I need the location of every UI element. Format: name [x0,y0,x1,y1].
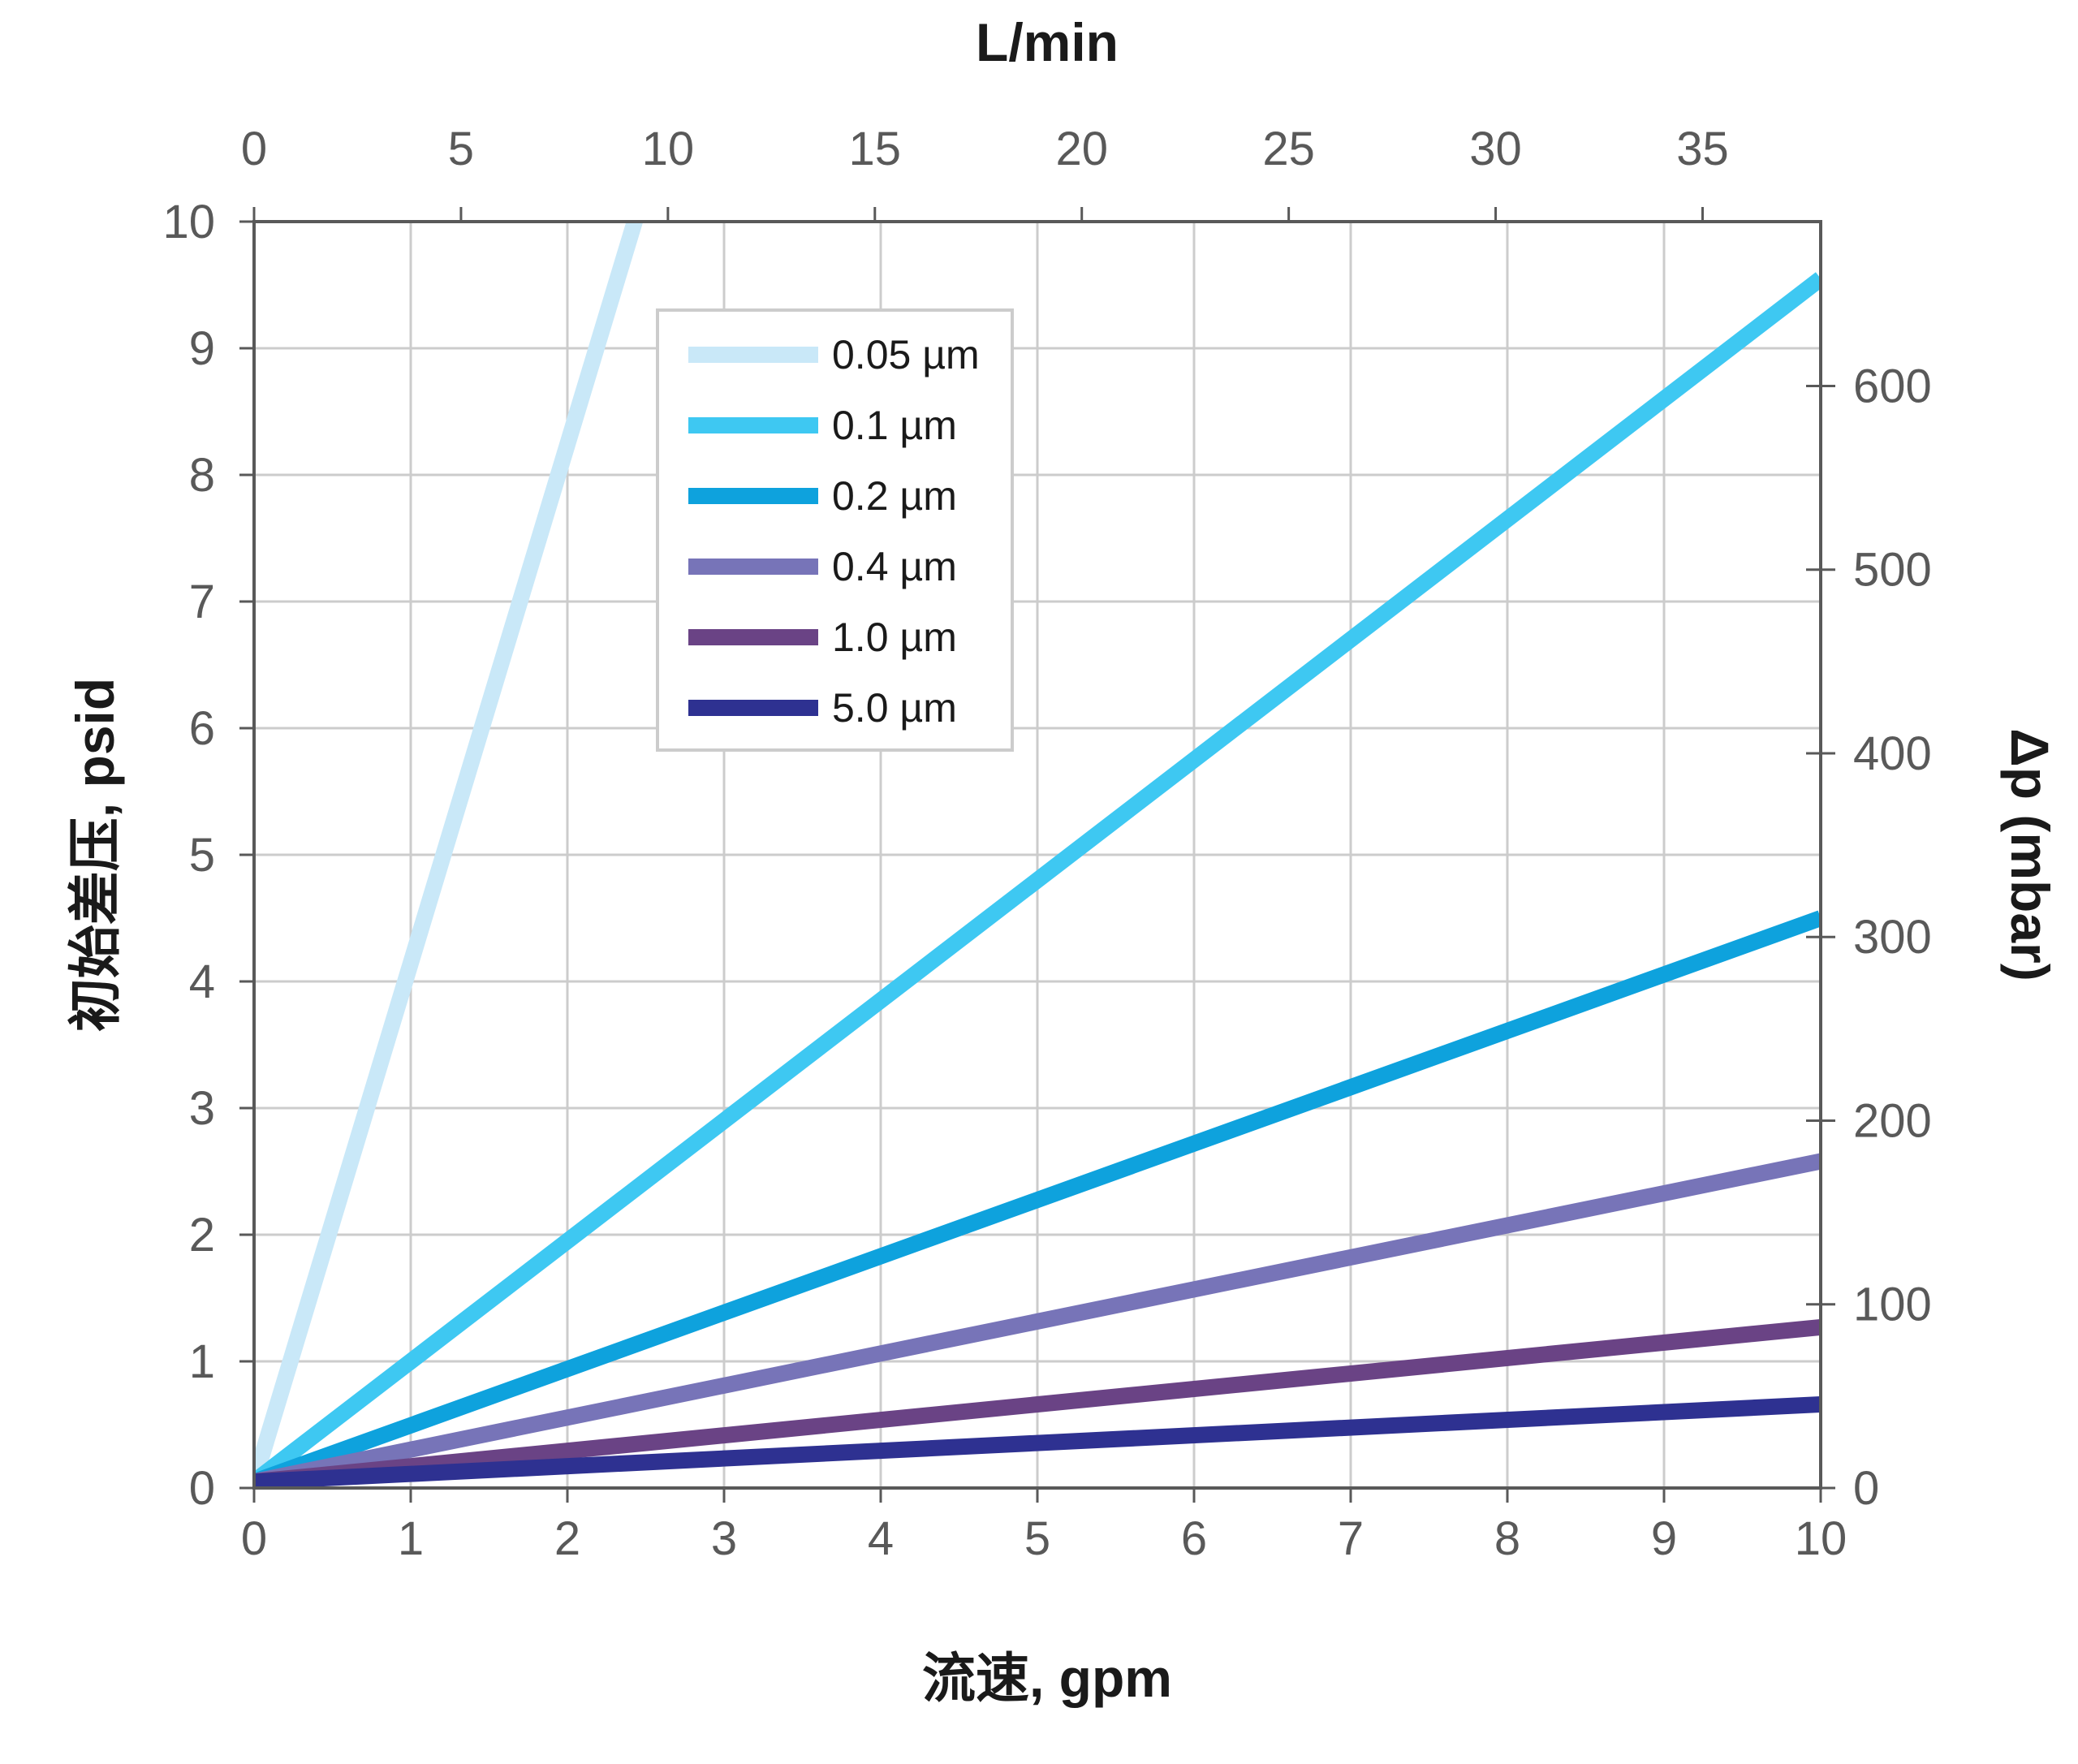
x-tick-label: 3 [711,1512,737,1565]
top-tick-label: 30 [1469,123,1522,175]
x-tick-label: 0 [241,1512,267,1565]
right-tick-label: 400 [1853,727,1932,780]
y-tick-label: 5 [189,829,215,882]
right-axis-title: Δp (mbar) [2000,728,2060,981]
y-axis-title: 初始差压, psid [65,678,125,1032]
y-tick-label: 2 [189,1209,215,1262]
x-tick-label: 5 [1024,1512,1050,1565]
right-tick-label: 300 [1853,911,1932,964]
series-line-0 [254,222,644,1485]
y-tick-label: 4 [189,955,215,1008]
series-group [254,222,1821,1488]
x-tick-label: 8 [1494,1512,1520,1565]
axis-ticks [239,207,1835,1503]
right-tick-label: 500 [1853,544,1932,597]
series-line-1 [254,272,1821,1488]
y-tick-label: 7 [189,576,215,628]
x-tick-label: 10 [1795,1512,1847,1565]
right-tick-label: 100 [1853,1279,1932,1331]
top-tick-label: 10 [642,123,695,175]
y-tick-label: 9 [189,322,215,375]
y-tick-label: 6 [189,702,215,755]
y-tick-label: 10 [162,196,215,248]
x-tick-label: 6 [1181,1512,1207,1565]
x-tick-label: 2 [554,1512,580,1565]
series-line-4 [254,1318,1821,1488]
legend-box [656,308,1014,752]
x-tick-label: 1 [398,1512,424,1565]
y-tick-label: 0 [189,1462,215,1515]
x-tick-label: 7 [1338,1512,1364,1565]
legend-label: 0.2 µm [832,473,957,519]
series-line-3 [254,1153,1821,1488]
top-tick-label: 5 [448,123,474,175]
x-tick-label: 4 [868,1512,894,1565]
top-axis-title: L/min [976,12,1119,72]
right-tick-label: 600 [1853,360,1932,412]
top-tick-label: 0 [241,123,267,175]
legend: 0.05 µm 0.1 µm 0.2 µm 0.4 µm 1.0 µm 5.0 µm [656,308,1014,752]
x-axis-title: 流速, gpm [922,1648,1172,1708]
legend-label: 5.0 µm [832,685,957,731]
y-tick-label: 3 [189,1082,215,1135]
series-line-5 [254,1396,1821,1488]
series-line-2 [254,910,1821,1488]
y-tick-label: 8 [189,449,215,502]
top-tick-label: 15 [849,123,902,175]
legend-label: 1.0 µm [832,615,957,660]
legend-label: 0.05 µm [832,332,980,377]
top-tick-label: 35 [1676,123,1729,175]
right-tick-label: 200 [1853,1094,1932,1147]
top-tick-label: 25 [1262,123,1315,175]
right-tick-label: 0 [1853,1462,1879,1515]
x-tick-label: 9 [1651,1512,1677,1565]
legend-label: 0.4 µm [832,544,957,589]
legend-label: 0.1 µm [832,403,957,448]
y-tick-label: 1 [189,1335,215,1388]
top-tick-label: 20 [1055,123,1108,175]
